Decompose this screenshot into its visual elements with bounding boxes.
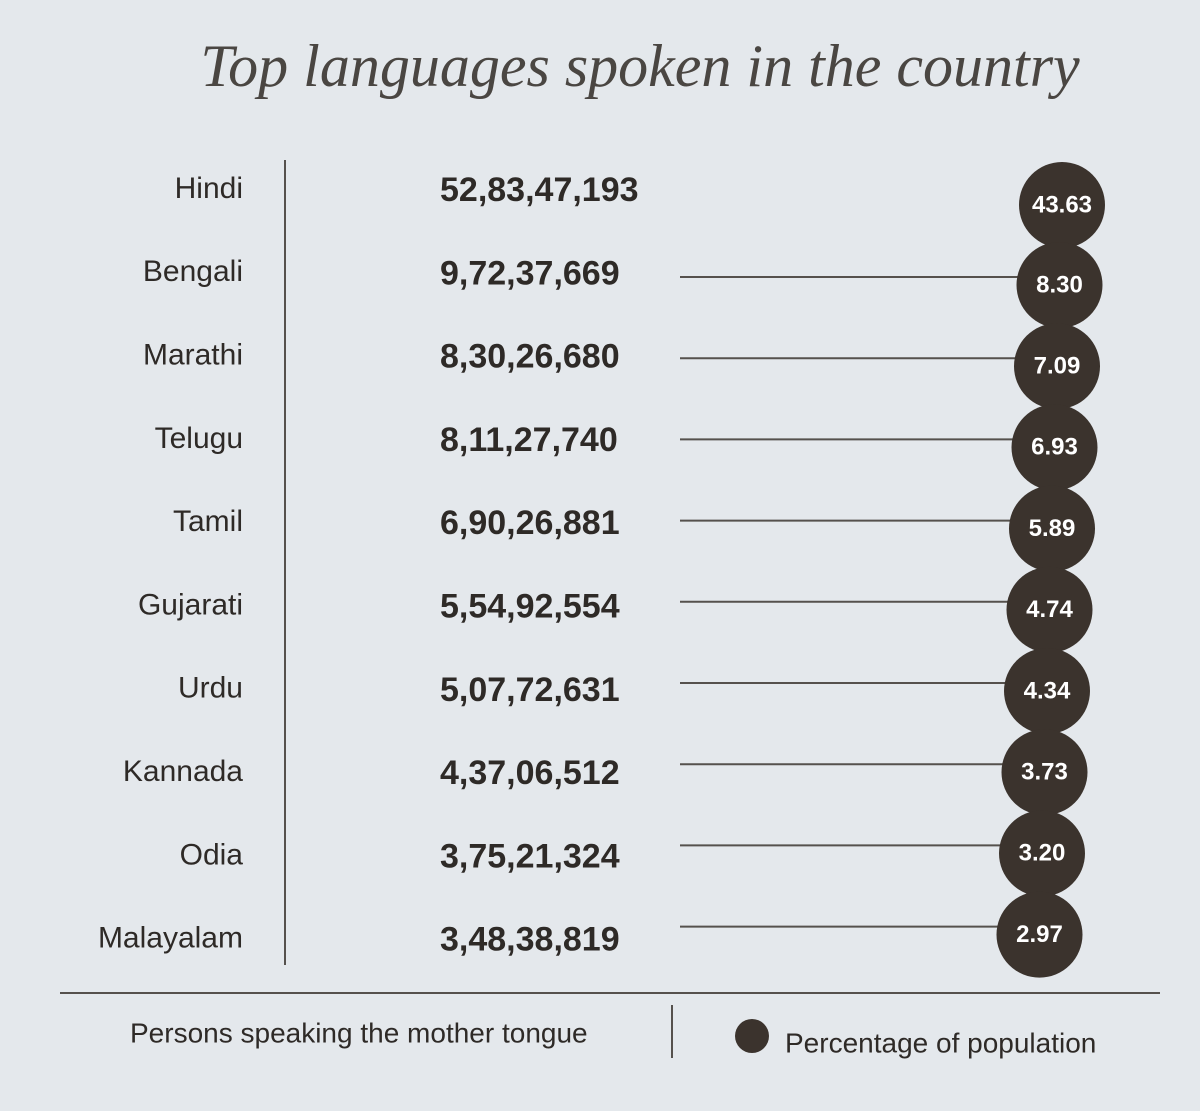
language-label: Marathi — [143, 339, 243, 372]
language-label: Gujarati — [138, 588, 243, 621]
language-label: Bengali — [143, 255, 243, 288]
percentage-label: 6.93 — [1031, 434, 1078, 461]
speakers-label: 6,90,26,881 — [440, 504, 620, 542]
percentage-dot — [1011, 404, 1098, 491]
percentage-label: 4.34 — [1024, 677, 1071, 704]
speakers-label: 9,72,37,669 — [440, 254, 620, 292]
language-label: Malayalam — [98, 922, 243, 955]
percentage-dot — [1014, 323, 1100, 410]
percentage-dot — [1004, 648, 1090, 734]
speakers-label: 52,83,47,193 — [440, 171, 639, 209]
speakers-label: 3,75,21,324 — [440, 837, 620, 875]
speakers-label: 5,07,72,631 — [440, 671, 620, 709]
language-label: Urdu — [178, 672, 243, 705]
speakers-label: 8,30,26,680 — [440, 338, 620, 376]
percentage-label: 2.97 — [1016, 921, 1063, 948]
chart-title: Top languages spoken in the country — [200, 33, 1080, 99]
percentage-dot — [1006, 566, 1093, 653]
language-label: Hindi — [175, 172, 243, 205]
legend-label: Persons speaking the mother tongue — [130, 1017, 588, 1048]
percentage-dot — [1001, 729, 1088, 816]
language-label: Tamil — [173, 505, 243, 538]
language-label: Odia — [180, 838, 244, 871]
percentage-dot — [999, 810, 1085, 897]
percentage-dot — [1019, 162, 1105, 248]
percentage-label: 43.63 — [1032, 191, 1092, 218]
language-label: Kannada — [123, 755, 243, 788]
speakers-label: 3,48,38,819 — [440, 921, 620, 959]
language-label: Telugu — [155, 422, 243, 455]
percentage-label: 3.20 — [1019, 840, 1066, 867]
percentage-dot — [1009, 485, 1095, 572]
percentage-label: 4.74 — [1026, 596, 1073, 623]
speakers-label: 4,37,06,512 — [440, 754, 620, 792]
percentage-dot — [996, 891, 1083, 978]
speakers-label: 8,11,27,740 — [440, 421, 618, 459]
percentage-label: 3.73 — [1021, 759, 1068, 786]
percentage-label: 7.09 — [1034, 353, 1081, 380]
speakers-label: 5,54,92,554 — [440, 587, 620, 625]
percentage-dot — [1016, 242, 1103, 328]
legend-dot — [735, 1019, 769, 1053]
percentage-label: 5.89 — [1029, 515, 1076, 542]
percentage-label: 8.30 — [1036, 271, 1083, 298]
legend-label: Percentage of population — [785, 1027, 1096, 1058]
